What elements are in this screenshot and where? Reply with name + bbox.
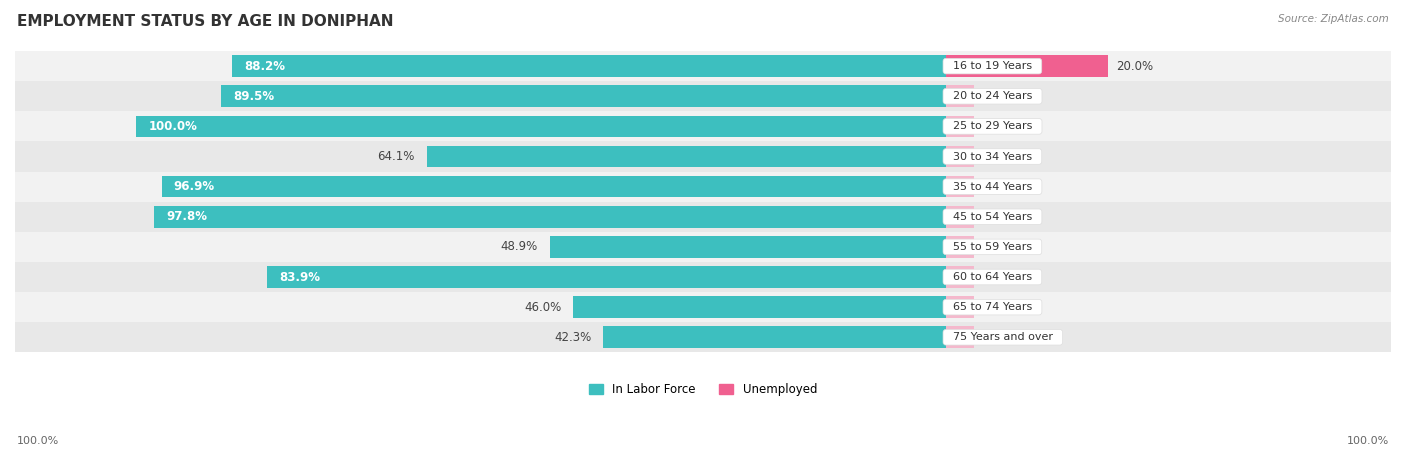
Text: 0.0%: 0.0%	[983, 331, 1012, 344]
Text: 88.2%: 88.2%	[245, 60, 285, 73]
Text: 0.0%: 0.0%	[983, 210, 1012, 223]
Text: 20 to 24 Years: 20 to 24 Years	[946, 91, 1039, 101]
Text: 0.0%: 0.0%	[983, 180, 1012, 193]
Text: 97.8%: 97.8%	[166, 210, 207, 223]
Bar	[946, 85, 974, 107]
Bar	[15, 202, 1391, 232]
Text: Source: ZipAtlas.com: Source: ZipAtlas.com	[1278, 14, 1389, 23]
Bar	[15, 142, 1391, 171]
Text: 35 to 44 Years: 35 to 44 Years	[946, 182, 1039, 192]
Text: 0.0%: 0.0%	[983, 240, 1012, 253]
Bar	[550, 236, 946, 258]
Bar	[155, 206, 946, 228]
Bar	[574, 296, 946, 318]
Bar	[427, 146, 946, 167]
Bar	[221, 85, 946, 107]
Bar	[946, 296, 974, 318]
Text: 42.3%: 42.3%	[554, 331, 592, 344]
Bar	[946, 236, 974, 258]
Legend: In Labor Force, Unemployed: In Labor Force, Unemployed	[583, 378, 823, 400]
Text: 89.5%: 89.5%	[233, 90, 274, 103]
Bar	[267, 266, 946, 288]
Bar	[946, 327, 974, 348]
Text: 65 to 74 Years: 65 to 74 Years	[946, 302, 1039, 312]
Bar	[15, 171, 1391, 202]
Bar	[946, 176, 974, 198]
Text: 0.0%: 0.0%	[983, 90, 1012, 103]
Text: 64.1%: 64.1%	[377, 150, 415, 163]
Text: 100.0%: 100.0%	[17, 437, 59, 446]
Text: 83.9%: 83.9%	[278, 271, 321, 284]
Bar	[946, 115, 974, 137]
Bar	[946, 206, 974, 228]
Text: EMPLOYMENT STATUS BY AGE IN DONIPHAN: EMPLOYMENT STATUS BY AGE IN DONIPHAN	[17, 14, 394, 28]
Text: 20.0%: 20.0%	[1116, 60, 1153, 73]
Bar	[946, 146, 974, 167]
Text: 30 to 34 Years: 30 to 34 Years	[946, 152, 1039, 161]
Bar	[15, 111, 1391, 142]
Text: 100.0%: 100.0%	[149, 120, 197, 133]
Text: 0.0%: 0.0%	[983, 120, 1012, 133]
Text: 45 to 54 Years: 45 to 54 Years	[946, 212, 1039, 222]
Bar	[15, 51, 1391, 81]
Bar	[946, 55, 1108, 77]
Text: 100.0%: 100.0%	[1347, 437, 1389, 446]
Text: 16 to 19 Years: 16 to 19 Years	[946, 61, 1039, 71]
Bar	[15, 292, 1391, 322]
Text: 55 to 59 Years: 55 to 59 Years	[946, 242, 1039, 252]
Text: 48.9%: 48.9%	[501, 240, 538, 253]
Text: 0.0%: 0.0%	[983, 301, 1012, 313]
Text: 60 to 64 Years: 60 to 64 Years	[946, 272, 1039, 282]
Text: 0.0%: 0.0%	[983, 150, 1012, 163]
Bar	[15, 322, 1391, 352]
Text: 0.0%: 0.0%	[983, 271, 1012, 284]
Bar	[15, 232, 1391, 262]
Bar	[162, 176, 946, 198]
Bar	[603, 327, 946, 348]
Bar	[946, 266, 974, 288]
Bar	[136, 115, 946, 137]
Bar	[232, 55, 946, 77]
Text: 25 to 29 Years: 25 to 29 Years	[946, 121, 1039, 131]
Bar	[15, 262, 1391, 292]
Text: 96.9%: 96.9%	[174, 180, 215, 193]
Text: 46.0%: 46.0%	[524, 301, 561, 313]
Text: 75 Years and over: 75 Years and over	[946, 332, 1060, 342]
Bar	[15, 81, 1391, 111]
